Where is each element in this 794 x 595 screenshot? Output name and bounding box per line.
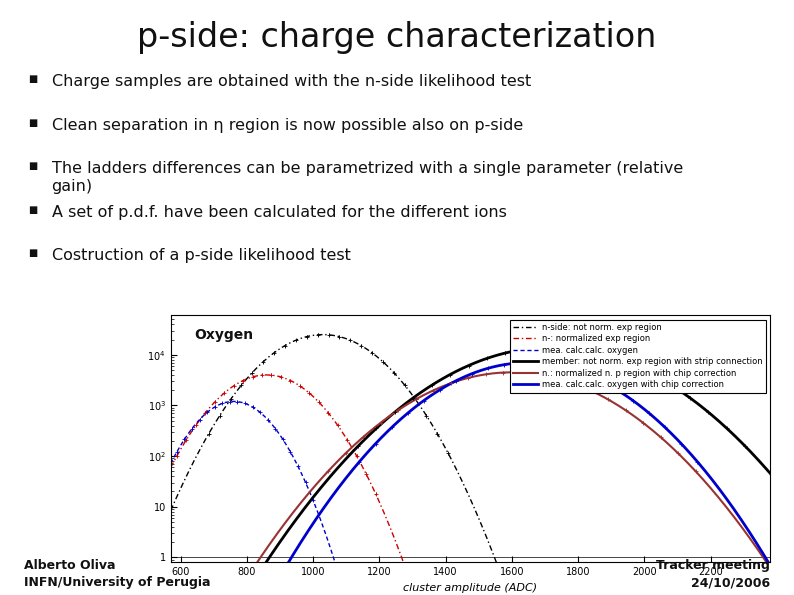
- Text: Alberto Oliva
INFN/University of Perugia: Alberto Oliva INFN/University of Perugia: [24, 559, 210, 589]
- Legend: n-side: not norm. exp region, n-: normalized exp region, mea. calc.calc. oxygen,: n-side: not norm. exp region, n-: normal…: [510, 320, 766, 393]
- Text: ■: ■: [28, 74, 37, 84]
- X-axis label: cluster amplitude (ADC): cluster amplitude (ADC): [403, 583, 538, 593]
- Text: ■: ■: [28, 161, 37, 171]
- Text: A set of p.d.f. have been calculated for the different ions: A set of p.d.f. have been calculated for…: [52, 205, 507, 220]
- Text: Oxygen: Oxygen: [195, 328, 254, 342]
- Text: The ladders differences can be parametrized with a single parameter (relative
ga: The ladders differences can be parametri…: [52, 161, 683, 193]
- Text: ■: ■: [28, 118, 37, 128]
- Text: ■: ■: [28, 248, 37, 258]
- Text: p-side: charge characterization: p-side: charge characterization: [137, 21, 657, 54]
- Text: ■: ■: [28, 205, 37, 215]
- Text: Clean separation in η region is now possible also on p-side: Clean separation in η region is now poss…: [52, 118, 523, 133]
- Text: Costruction of a p-side likelihood test: Costruction of a p-side likelihood test: [52, 248, 350, 263]
- Text: Tracker meeting
24/10/2006: Tracker meeting 24/10/2006: [657, 559, 770, 589]
- Text: Charge samples are obtained with the n-side likelihood test: Charge samples are obtained with the n-s…: [52, 74, 531, 89]
